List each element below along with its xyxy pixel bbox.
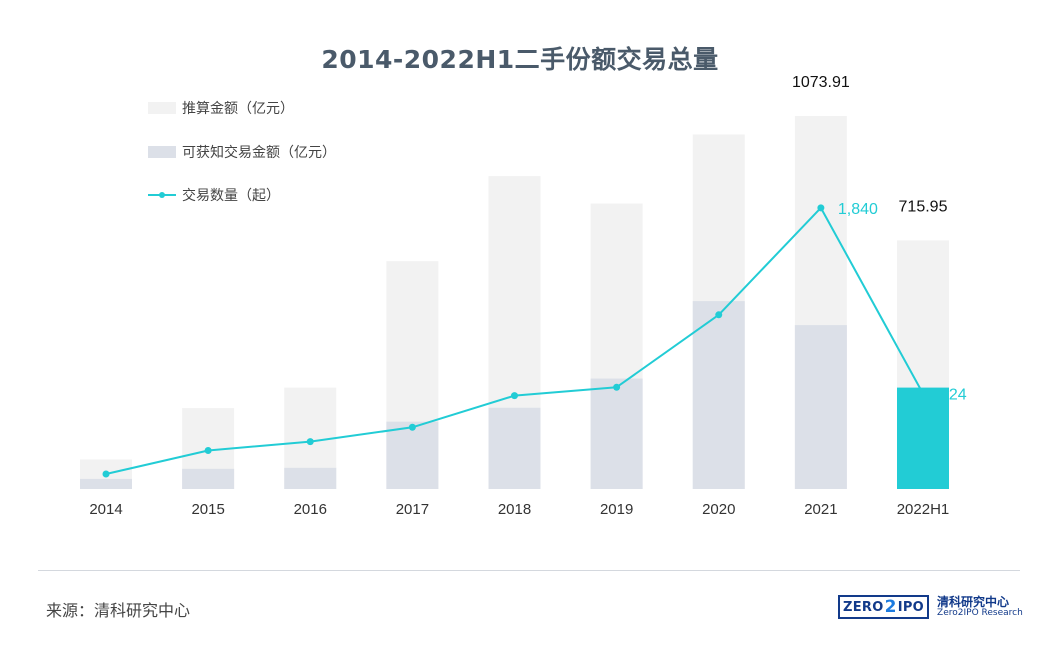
count-point-2016: [306, 438, 314, 446]
count-point-2021: [817, 204, 825, 212]
count-point-2020: [715, 311, 723, 319]
footer-divider: [38, 570, 1020, 571]
logo-name-cn: 清科研究中心: [937, 594, 1010, 609]
count-point-2019: [613, 383, 621, 391]
x-tick-label-2017: 2017: [396, 501, 429, 518]
legend-swatch-known: [148, 146, 176, 158]
logo-name-en: Zero2IPO Research: [937, 607, 1023, 618]
legend-label-known: 可获知交易金额（亿元）: [182, 145, 336, 161]
count-point-2022H1: [919, 390, 927, 398]
x-tick-label-2016: 2016: [294, 501, 327, 518]
logo-text: 清科研究中心 Zero2IPO Research: [937, 596, 1023, 618]
legend-item-known: 可获知交易金额（亿元）: [148, 142, 336, 162]
count-point-2015: [204, 446, 212, 454]
bar-known-2015: [182, 468, 235, 489]
legend-item-count: 交易数量（起）: [148, 185, 280, 205]
logo-mark: ZERO 2 IPO: [838, 595, 930, 619]
count-point-2018: [511, 392, 518, 400]
bar-known-2014: [80, 478, 132, 489]
logo-word-ipo: IPO: [897, 599, 925, 615]
x-tick-label-2022H1: 2022H1: [897, 501, 950, 518]
zero2ipo-logo: ZERO 2 IPO 清科研究中心 Zero2IPO Research: [838, 592, 1023, 622]
x-tick-label-2019: 2019: [600, 501, 633, 518]
data-label-2021-0: 1073.91: [792, 74, 850, 91]
x-tick-label-2020: 2020: [702, 501, 735, 518]
legend-label-estimated: 推算金额（亿元）: [182, 101, 294, 117]
bar-known-2019: [590, 378, 643, 489]
source-text: 来源：清科研究中心: [46, 601, 191, 620]
logo-word-zero: ZERO: [843, 599, 884, 615]
x-tick-label-2018: 2018: [498, 501, 531, 518]
legend-line-marker-icon: [148, 189, 176, 201]
data-label-2022H1-2: 624: [940, 387, 967, 404]
chart-title: 2014-2022H1二手份额交易总量: [321, 45, 719, 74]
data-label-2022H1-0: 715.95: [899, 198, 948, 215]
x-tick-label-2015: 2015: [191, 501, 224, 518]
legend-swatch-estimated: [148, 102, 176, 114]
chart-canvas: 2014 2015 2016 2017 2018 2019 2020 2021 2022H1 10…: [80, 74, 967, 518]
bar-known-2020: [692, 301, 745, 489]
bar-known-2016: [284, 467, 337, 489]
legend-label-count: 交易数量（起）: [182, 188, 280, 204]
bar-known-2021: [794, 325, 847, 489]
bar-known-2017: [386, 421, 439, 489]
data-label-2021-2: 1,840: [838, 201, 878, 218]
count-point-2014: [102, 470, 110, 478]
logo-digit-two: 2: [884, 597, 897, 617]
bar-known-2022H1: [897, 387, 949, 489]
bar-known-2018: [488, 407, 541, 489]
x-tick-label-2014: 2014: [89, 501, 122, 518]
x-tick-label-2021: 2021: [804, 501, 837, 518]
count-point-2017: [408, 423, 416, 431]
legend-item-estimated: 推算金额（亿元）: [148, 98, 294, 118]
